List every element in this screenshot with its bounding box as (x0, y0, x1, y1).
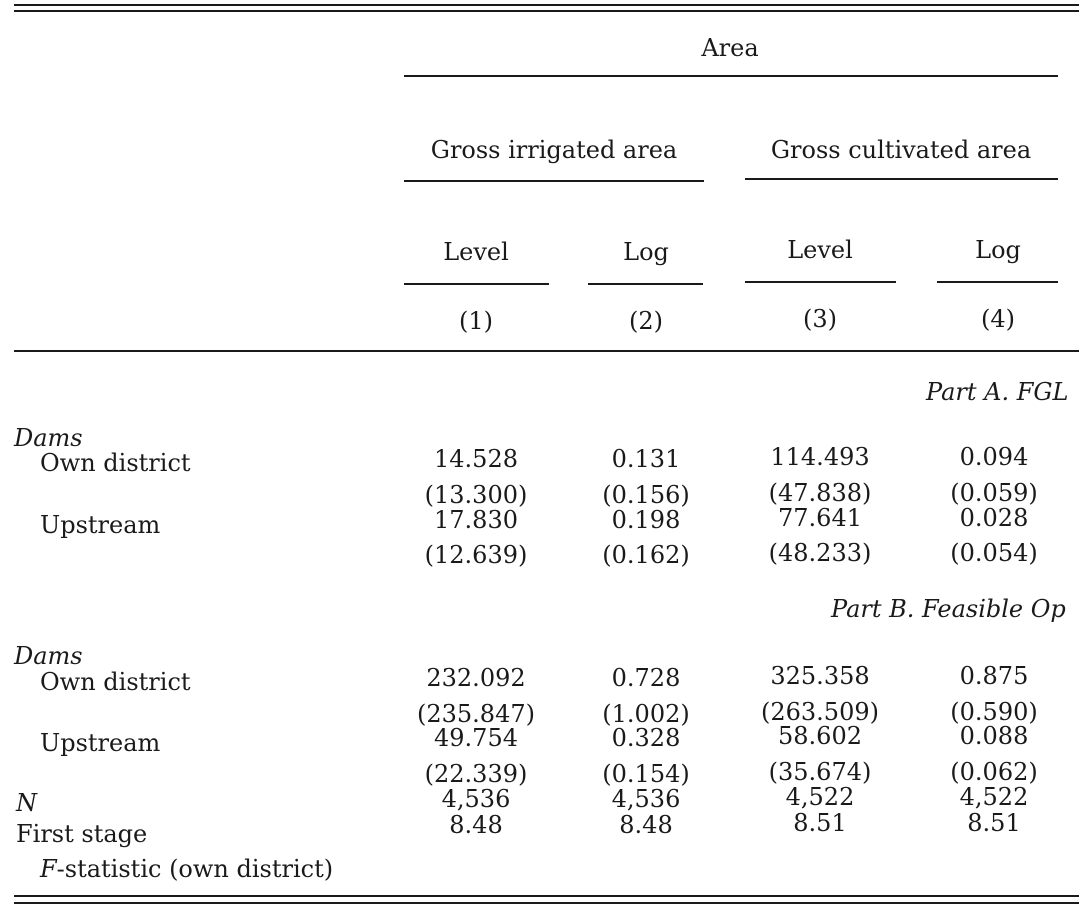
n-value-2: 4,536 (611, 785, 681, 813)
cultivated-underline (745, 178, 1058, 180)
n-value-4: 4,522 (959, 783, 1029, 811)
bottom-rule-1 (14, 895, 1079, 897)
part-b-own-district-se-1: (235.847) (417, 700, 535, 728)
part-a-upstream-se-2: (0.162) (602, 541, 690, 569)
fstat-label-rest: -statistic (own district) (56, 855, 334, 883)
col4-underline (937, 281, 1058, 283)
col2-sub: Log (623, 238, 669, 266)
part-a-upstream-value-1: 17.830 (434, 506, 518, 534)
col1-num: (1) (459, 307, 493, 335)
part-b-own-district-value-1: 232.092 (426, 664, 526, 692)
part-a-own-district-value-3: 114.493 (770, 443, 870, 471)
part-a-upstream-se-3: (48.233) (768, 539, 872, 567)
part-b-dams-label: Dams (14, 642, 83, 670)
header-bottom-rule (14, 350, 1079, 352)
part-b-upstream-se-1: (22.339) (424, 760, 528, 788)
part-b-upstream-value-2: 0.328 (611, 724, 681, 752)
part-b-upstream-value-4: 0.088 (959, 722, 1029, 750)
col4-num: (4) (981, 305, 1015, 333)
part-a-own-district-se-3: (47.838) (768, 479, 872, 507)
part-b-upstream-se-3: (35.674) (768, 758, 872, 786)
first-stage-value-2: 8.48 (619, 811, 673, 839)
first-stage-value-1: 8.48 (449, 811, 503, 839)
part-a-own-district-label: Own district (40, 449, 191, 477)
first-stage-value-4: 8.51 (967, 809, 1021, 837)
fstat-label-f: F (40, 855, 57, 883)
part-b-own-district-label: Own district (40, 668, 191, 696)
bottom-rule-2 (14, 902, 1079, 904)
part-b-own-district-se-4: (0.590) (950, 698, 1038, 726)
part-b-own-district-se-2: (1.002) (602, 700, 690, 728)
part-b-upstream-se-2: (0.154) (602, 760, 690, 788)
part-a-upstream-value-3: 77.641 (778, 504, 862, 532)
first-stage-label: First stage (16, 820, 148, 848)
part-a-own-district-value-1: 14.528 (434, 445, 518, 473)
col1-underline (404, 283, 549, 285)
part-b-upstream-value-1: 49.754 (434, 724, 518, 752)
part-a-own-district-se-4: (0.059) (950, 479, 1038, 507)
part-b-upstream-value-3: 58.602 (778, 722, 862, 750)
col4-sub: Log (975, 236, 1021, 264)
part-b-own-district-value-3: 325.358 (770, 662, 870, 690)
col1-sub: Level (443, 238, 509, 266)
part-a-own-district-value-2: 0.131 (611, 445, 681, 473)
area-underline (404, 75, 1058, 77)
first-stage-value-3: 8.51 (793, 809, 847, 837)
part-b-title: Part B. Feasible Op (831, 595, 1066, 623)
col2-num: (2) (629, 307, 663, 335)
part-b-upstream-label: Upstream (40, 729, 161, 757)
part-a-upstream-se-1: (12.639) (424, 541, 528, 569)
part-a-own-district-se-1: (13.300) (424, 481, 528, 509)
part-b-own-district-value-2: 0.728 (611, 664, 681, 692)
part-b-own-district-se-3: (263.509) (761, 698, 879, 726)
part-a-upstream-se-4: (0.054) (950, 539, 1038, 567)
header-gross-cultivated: Gross cultivated area (770, 136, 1032, 164)
header-area: Area (701, 34, 759, 62)
part-b-own-district-value-4: 0.875 (959, 662, 1029, 690)
fstat-label: F-statistic (own district) (40, 855, 333, 883)
part-a-own-district-se-2: (0.156) (602, 481, 690, 509)
top-rule-2 (14, 10, 1079, 12)
col3-sub: Level (787, 236, 853, 264)
part-a-upstream-value-4: 0.028 (959, 504, 1029, 532)
part-b-upstream-se-4: (0.062) (950, 758, 1038, 786)
part-a-title: Part A. FGL (926, 378, 1069, 406)
part-a-dams-label: Dams (14, 424, 83, 452)
n-label: N (16, 789, 37, 817)
header-gross-irrigated: Gross irrigated area (430, 136, 678, 164)
part-a-own-district-value-4: 0.094 (959, 443, 1029, 471)
col3-num: (3) (803, 305, 837, 333)
irrigated-underline (404, 180, 704, 182)
n-value-3: 4,522 (785, 783, 855, 811)
top-rule-1 (14, 4, 1079, 6)
n-value-1: 4,536 (441, 785, 511, 813)
part-a-upstream-label: Upstream (40, 511, 161, 539)
col2-underline (588, 283, 703, 285)
part-a-upstream-value-2: 0.198 (611, 506, 681, 534)
col3-underline (745, 281, 896, 283)
